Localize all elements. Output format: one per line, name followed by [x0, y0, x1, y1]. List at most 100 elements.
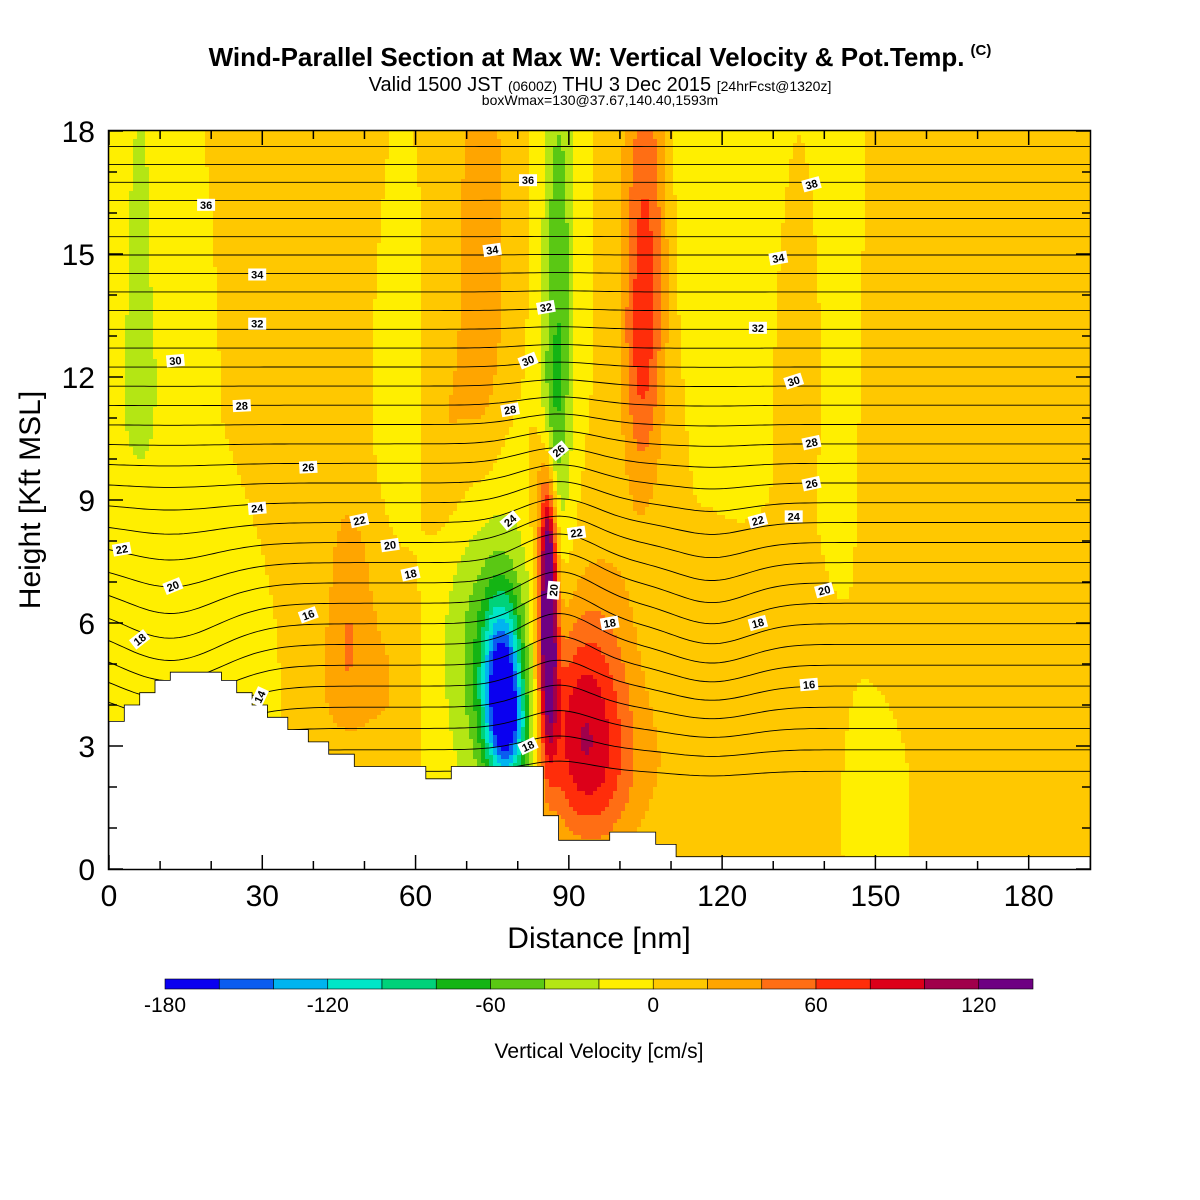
- velocity-cell: [829, 147, 834, 152]
- velocity-cell: [965, 131, 970, 136]
- velocity-cell: [461, 159, 466, 164]
- velocity-cell: [173, 131, 178, 136]
- velocity-cell: [289, 139, 294, 144]
- velocity-cell: [949, 199, 954, 204]
- velocity-cell: [601, 183, 606, 188]
- velocity-cell: [1005, 163, 1010, 168]
- velocity-cell: [757, 135, 762, 140]
- velocity-cell: [937, 151, 942, 156]
- velocity-cell: [1085, 207, 1090, 212]
- velocity-cell: [749, 191, 754, 196]
- velocity-cell: [169, 179, 174, 184]
- velocity-cell: [541, 159, 546, 164]
- velocity-cell: [781, 135, 786, 140]
- velocity-cell: [577, 171, 582, 176]
- velocity-cell: [1001, 207, 1006, 212]
- velocity-cell: [717, 131, 722, 136]
- velocity-cell: [917, 183, 922, 188]
- velocity-cell: [957, 155, 962, 160]
- velocity-cell: [997, 183, 1002, 188]
- velocity-cell: [1009, 187, 1014, 192]
- velocity-cell: [117, 151, 122, 156]
- velocity-cell: [657, 159, 662, 164]
- velocity-cell: [153, 171, 158, 176]
- velocity-cell: [193, 191, 198, 196]
- velocity-cell: [557, 199, 562, 204]
- velocity-cell: [277, 195, 282, 200]
- velocity-cell: [509, 159, 514, 164]
- velocity-cell: [305, 187, 310, 192]
- velocity-cell: [673, 195, 678, 200]
- velocity-cell: [1045, 195, 1050, 200]
- velocity-cell: [257, 131, 262, 136]
- velocity-cell: [589, 195, 594, 200]
- velocity-cell: [181, 131, 186, 136]
- velocity-cell: [761, 163, 766, 168]
- velocity-cell: [985, 139, 990, 144]
- velocity-cell: [865, 167, 870, 172]
- velocity-cell: [953, 191, 958, 196]
- velocity-cell: [541, 171, 546, 176]
- velocity-cell: [245, 155, 250, 160]
- velocity-cell: [457, 183, 462, 188]
- velocity-cell: [221, 159, 226, 164]
- velocity-cell: [901, 131, 906, 136]
- velocity-cell: [201, 155, 206, 160]
- velocity-cell: [873, 167, 878, 172]
- velocity-cell: [189, 151, 194, 156]
- velocity-cell: [533, 207, 538, 212]
- velocity-cell: [257, 167, 262, 172]
- velocity-cell: [765, 159, 770, 164]
- velocity-cell: [1073, 207, 1078, 212]
- velocity-cell: [605, 171, 610, 176]
- velocity-cell: [609, 151, 614, 156]
- velocity-cell: [969, 179, 974, 184]
- velocity-cell: [609, 167, 614, 172]
- velocity-cell: [1009, 191, 1014, 196]
- velocity-cell: [921, 135, 926, 140]
- velocity-cell: [657, 175, 662, 180]
- velocity-cell: [893, 159, 898, 164]
- velocity-cell: [689, 147, 694, 152]
- velocity-cell: [253, 131, 258, 136]
- velocity-cell: [625, 207, 630, 212]
- velocity-cell: [773, 151, 778, 156]
- velocity-cell: [853, 175, 858, 180]
- velocity-cell: [581, 151, 586, 156]
- velocity-cell: [765, 163, 770, 168]
- velocity-cell: [765, 187, 770, 192]
- velocity-cell: [373, 159, 378, 164]
- velocity-cell: [741, 203, 746, 208]
- velocity-cell: [905, 163, 910, 168]
- velocity-cell: [829, 171, 834, 176]
- velocity-cell: [497, 163, 502, 168]
- velocity-cell: [549, 135, 554, 140]
- velocity-cell: [1081, 155, 1086, 160]
- velocity-cell: [861, 187, 866, 192]
- velocity-cell: [381, 211, 386, 216]
- velocity-cell: [825, 199, 830, 204]
- velocity-cell: [569, 159, 574, 164]
- velocity-cell: [761, 147, 766, 152]
- velocity-cell: [853, 179, 858, 184]
- velocity-cell: [929, 179, 934, 184]
- velocity-cell: [349, 167, 354, 172]
- velocity-cell: [1029, 167, 1034, 172]
- velocity-cell: [489, 187, 494, 192]
- velocity-cell: [509, 135, 514, 140]
- velocity-cell: [785, 183, 790, 188]
- velocity-cell: [229, 199, 234, 204]
- velocity-cell: [189, 199, 194, 204]
- velocity-cell: [829, 207, 834, 212]
- velocity-cell: [505, 167, 510, 172]
- velocity-cell: [493, 163, 498, 168]
- velocity-cell: [461, 151, 466, 156]
- velocity-cell: [249, 135, 254, 140]
- velocity-cell: [825, 163, 830, 168]
- velocity-cell: [349, 179, 354, 184]
- velocity-cell: [245, 183, 250, 188]
- velocity-cell: [757, 139, 762, 144]
- velocity-cell: [1057, 139, 1062, 144]
- velocity-cell: [921, 187, 926, 192]
- velocity-cell: [173, 159, 178, 164]
